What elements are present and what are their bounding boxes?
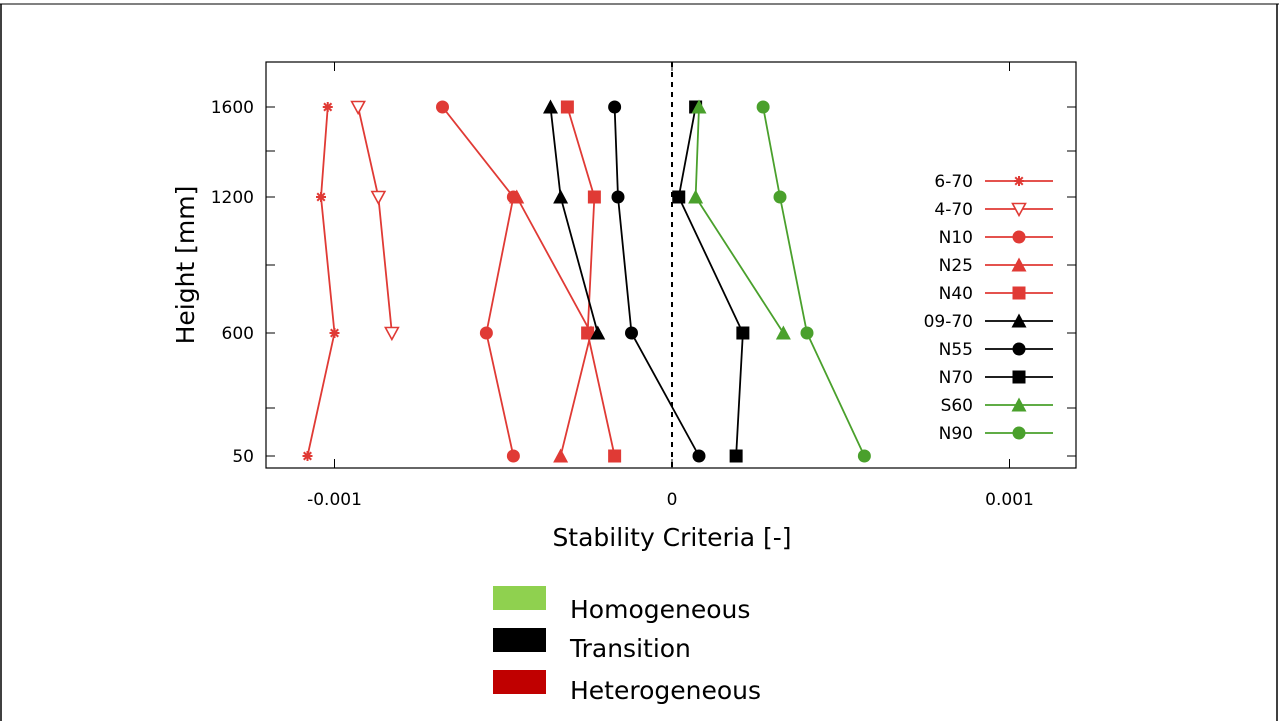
data-point-09-70 <box>543 99 558 114</box>
data-point-n90 <box>857 449 871 463</box>
legend-label-n55: N55 <box>939 340 973 360</box>
series-line-n40 <box>566 106 616 457</box>
category-legend-item-transition: Transition <box>493 628 853 668</box>
data-point-n90 <box>773 190 787 204</box>
legend-label-6-70: 6-70 <box>934 172 973 192</box>
legend-marker-6-70 <box>1014 176 1024 186</box>
category-label-heterogeneous: Heterogeneous <box>570 676 762 705</box>
data-point-n55 <box>611 190 625 204</box>
data-point-n70 <box>729 449 743 463</box>
legend-marker-09-70 <box>1011 313 1027 328</box>
data-point-6-70-stroke <box>303 451 312 461</box>
category-legend-item-heterogeneous: Heterogeneous <box>493 670 853 710</box>
y-axis-label: Height [mm] <box>171 186 200 345</box>
x-tick-label: 0.001 <box>985 490 1034 510</box>
legend-marker-n40 <box>1012 286 1026 300</box>
data-point-n70 <box>736 326 750 340</box>
data-point-n55 <box>625 326 638 340</box>
data-point-6-70 <box>329 328 340 338</box>
legend-label-n25: N25 <box>939 256 973 276</box>
data-point-6-70 <box>322 102 333 112</box>
series-line-n90 <box>762 106 866 457</box>
legend-marker-4-70 <box>1011 202 1027 218</box>
x-tick-label: 0 <box>667 490 678 510</box>
legend-marker-n10 <box>1012 230 1026 244</box>
category-legend-item-homogeneous: Homogeneous <box>493 586 853 626</box>
data-point-n90 <box>800 326 814 340</box>
data-point-n10 <box>436 100 449 114</box>
data-point-n10 <box>506 449 520 463</box>
y-tick-label: 600 <box>222 324 254 344</box>
data-point-6-70-stroke <box>323 102 333 112</box>
y-tick-label: 50 <box>232 447 254 467</box>
data-point-s60 <box>688 189 704 204</box>
data-point-n10 <box>479 326 493 340</box>
data-point-6-70-stroke <box>330 328 339 338</box>
series-line-6-70 <box>306 106 336 457</box>
data-point-s60 <box>775 325 791 340</box>
x-axis-label: Stability Criteria [-] <box>552 523 791 552</box>
data-point-4-70 <box>350 100 366 116</box>
data-point-n25 <box>509 189 525 204</box>
data-point-s60 <box>691 99 707 114</box>
legend-marker-n70 <box>1012 370 1026 384</box>
legend-label-s60: S60 <box>941 396 973 416</box>
data-point-4-70 <box>370 190 387 206</box>
series-line-n10 <box>441 106 515 457</box>
series-line-09-70 <box>549 106 599 334</box>
legend-label-n10: N10 <box>939 228 973 248</box>
data-point-n40 <box>587 190 601 204</box>
legend-label-09-70: 09-70 <box>924 312 973 332</box>
category-swatch-homogeneous <box>493 586 546 610</box>
legend-marker-n55 <box>1012 342 1026 356</box>
data-point-6-70 <box>302 451 313 461</box>
data-point-n25 <box>553 448 569 463</box>
legend-marker-6-70-stroke <box>1014 176 1024 186</box>
series-line-n70 <box>677 106 744 457</box>
category-label-homogeneous: Homogeneous <box>570 595 751 624</box>
data-point-09-70 <box>590 325 606 340</box>
series-line-n55 <box>613 106 700 457</box>
category-swatch-heterogeneous <box>493 670 546 694</box>
category-label-transition: Transition <box>570 634 691 663</box>
legend-marker-n25 <box>1011 257 1027 272</box>
legend-label-n70: N70 <box>939 368 973 388</box>
legend-label-n40: N40 <box>939 284 973 304</box>
stability-chart: -0.001 0 0.001 50 600 1200 1600 Stability Crite… <box>171 61 1077 552</box>
data-point-n55 <box>692 449 706 463</box>
y-tick-label: 1600 <box>211 98 254 118</box>
data-point-09-70 <box>553 189 569 204</box>
data-point-n40 <box>581 326 595 340</box>
legend-marker-s60 <box>1011 397 1027 412</box>
category-swatch-transition <box>493 628 546 652</box>
series-line-n25 <box>515 196 592 457</box>
data-point-6-70-stroke <box>316 192 326 202</box>
data-point-n70 <box>672 190 686 204</box>
legend-marker-n90 <box>1012 426 1026 440</box>
series-line-4-70 <box>357 106 393 334</box>
data-point-n90 <box>756 100 770 114</box>
y-tick-label: 1200 <box>211 188 254 208</box>
data-point-6-70 <box>316 192 326 202</box>
data-point-n40 <box>608 449 622 463</box>
data-point-n55 <box>608 100 622 114</box>
data-point-4-70 <box>384 326 400 342</box>
legend-label-n90: N90 <box>939 424 973 444</box>
x-tick-label: -0.001 <box>307 490 362 510</box>
data-point-n40 <box>560 100 574 114</box>
legend-label-4-70: 4-70 <box>934 200 973 220</box>
